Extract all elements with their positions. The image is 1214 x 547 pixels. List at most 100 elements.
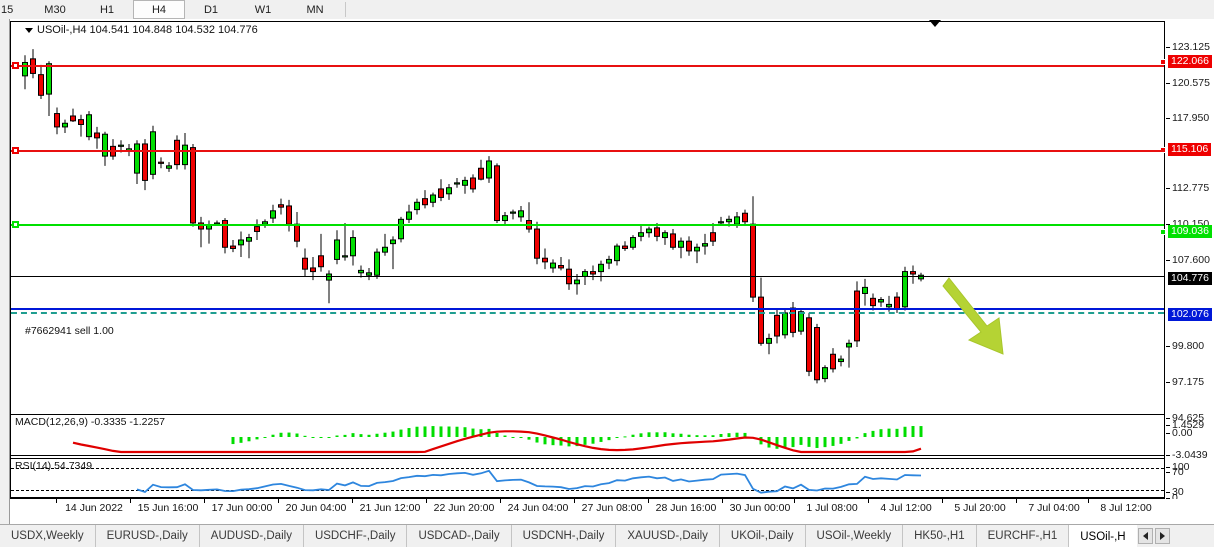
level-line-resistance-2[interactable] xyxy=(11,149,1164,152)
window-tab-eurusd-daily[interactable]: EURUSD-,Daily xyxy=(96,525,200,547)
time-tick-mark xyxy=(648,499,649,503)
macd-histogram-bar xyxy=(735,432,739,437)
macd-histogram-bar xyxy=(695,435,699,437)
window-tab-audusd-daily[interactable]: AUDUSD-,Daily xyxy=(200,525,304,547)
macd-histogram-bar xyxy=(687,434,691,437)
price-scale[interactable]: 123.125 120.575 117.950 112.775 110.150 107.6… xyxy=(1160,21,1214,504)
macd-graph xyxy=(72,426,923,454)
window-tab-usoil-weekly[interactable]: USOil-,Weekly xyxy=(806,525,904,547)
window-tab-usoil-h[interactable]: USOil-,H xyxy=(1069,525,1137,547)
time-scale[interactable]: 14 Jun 2022 15 Jun 16:00 17 Jun 00:00 20 Ju… xyxy=(10,499,1214,517)
chevron-right-icon xyxy=(1159,532,1165,540)
timeframe-button-h1[interactable]: H1 xyxy=(99,3,115,16)
tab-scroll-right-button[interactable] xyxy=(1154,528,1170,544)
window-tab-xauusd-daily[interactable]: XAUUSD-,Daily xyxy=(616,525,720,547)
macd-histogram-bar xyxy=(647,432,651,437)
level-anchor-handle[interactable] xyxy=(12,62,19,70)
window-tab-usdcad-daily[interactable]: USDCAD-,Daily xyxy=(407,525,512,547)
chart-left-rail[interactable] xyxy=(0,19,10,524)
time-tick-label: 24 Jun 04:00 xyxy=(507,502,569,514)
macd-histogram-bar xyxy=(319,437,323,438)
macd-panel[interactable]: MACD(12,26,9) -0.3335 -1.2257 xyxy=(11,414,1164,456)
order-label: #7662941 sell 1.00 xyxy=(25,325,114,337)
macd-histogram-bar xyxy=(279,432,283,437)
macd-histogram-bar xyxy=(727,433,731,437)
macd-histogram-bar xyxy=(919,426,923,437)
time-tick-mark xyxy=(1088,499,1089,503)
level-line-sell-order[interactable] xyxy=(11,308,1164,311)
timeframe-button-15[interactable]: 15 xyxy=(1,3,14,16)
macd-scale-tick: 0.00 xyxy=(1166,427,1192,439)
macd-histogram-bar xyxy=(351,433,355,437)
collapse-triangle-icon[interactable] xyxy=(25,27,33,33)
price-tick: 97.175 xyxy=(1166,376,1204,388)
time-tick-label: 4 Jul 12:00 xyxy=(880,502,932,514)
macd-histogram-bar xyxy=(679,433,683,437)
macd-histogram-bar xyxy=(583,437,587,445)
macd-histogram-bar xyxy=(383,432,387,437)
macd-histogram-bar xyxy=(263,437,267,438)
order-stop-line xyxy=(11,312,1164,315)
macd-signal-line xyxy=(72,430,922,454)
macd-histogram-bar xyxy=(663,432,667,437)
window-tab-ukoil-daily[interactable]: UKOil-,Daily xyxy=(720,525,806,547)
level-handle-icon[interactable] xyxy=(1160,59,1166,65)
timeframe-button-mn[interactable]: MN xyxy=(306,3,324,16)
macd-histogram-bar xyxy=(615,437,619,438)
window-tab-usdchf-daily[interactable]: USDCHF-,Daily xyxy=(304,525,408,547)
macd-histogram-bar xyxy=(471,428,475,437)
symbol-ohlc-header: USOil-,H4 104.541 104.848 104.532 104.77… xyxy=(25,24,258,36)
level-anchor-handle[interactable] xyxy=(12,146,19,154)
time-tick-label: 27 Jun 08:00 xyxy=(581,502,643,514)
price-label-order: 102.076 xyxy=(1168,308,1212,321)
time-tick-label: 17 Jun 00:00 xyxy=(211,502,273,514)
timeframe-button-d1[interactable]: D1 xyxy=(203,3,219,16)
toolbar-separator xyxy=(345,2,346,17)
level-line-resistance-1[interactable] xyxy=(11,65,1164,68)
timeframe-button-h4[interactable]: H4 xyxy=(133,0,185,19)
price-tick: 120.575 xyxy=(1166,77,1210,89)
macd-histogram-bar xyxy=(575,437,579,447)
time-tick-label: 8 Jul 12:00 xyxy=(1100,502,1152,514)
chart-window-tabbar: USDX,Weekly EURUSD-,Daily AUDUSD-,Daily USD… xyxy=(0,524,1214,547)
rsi-lower-band xyxy=(11,490,1164,491)
macd-histogram-bar xyxy=(831,437,835,446)
macd-histogram-bar xyxy=(639,433,643,437)
symbol-ohlc-text: USOil-,H4 104.541 104.848 104.532 104.77… xyxy=(37,24,258,36)
macd-histogram-bar xyxy=(303,435,307,437)
time-tick-label: 5 Jul 20:00 xyxy=(954,502,1006,514)
window-tab-hk50-h1[interactable]: HK50-,H1 xyxy=(903,525,977,547)
time-tick-label: 15 Jun 16:00 xyxy=(137,502,199,514)
macd-histogram-bar xyxy=(591,437,595,444)
level-handle-icon[interactable] xyxy=(1160,229,1166,235)
macd-histogram-bar xyxy=(455,426,459,437)
window-tab-usdcnh-daily[interactable]: USDCNH-,Daily xyxy=(512,525,617,547)
window-tab-usdx-weekly[interactable]: USDX,Weekly xyxy=(0,525,96,547)
macd-histogram-bar xyxy=(887,428,891,437)
time-tick-label: 30 Jun 00:00 xyxy=(729,502,791,514)
time-tick-mark xyxy=(722,499,723,503)
macd-histogram-bar xyxy=(599,437,603,442)
chart-canvas[interactable]: USOil-,H4 104.541 104.848 104.532 104.77… xyxy=(10,21,1165,499)
window-tab-eurchf-h1[interactable]: EURCHF-,H1 xyxy=(977,525,1070,547)
macd-header: MACD(12,26,9) -0.3335 -1.2257 xyxy=(15,416,165,428)
timeframe-toolbar: 15 M30 H1 H4 D1 W1 MN xyxy=(0,0,1214,20)
price-tick: 123.125 xyxy=(1166,41,1210,53)
timeframe-button-w1[interactable]: W1 xyxy=(254,3,272,16)
level-line-support-1[interactable] xyxy=(11,223,1164,226)
macd-histogram-bar xyxy=(247,437,251,442)
rsi-scale-tick: 0 xyxy=(1166,492,1178,504)
price-label-last-price: 104.776 xyxy=(1168,272,1212,285)
price-label-resistance: 122.066 xyxy=(1160,55,1212,68)
tab-scroll-left-button[interactable] xyxy=(1137,528,1153,544)
timeframe-button-m30[interactable]: M30 xyxy=(44,3,66,16)
macd-histogram-bar xyxy=(775,437,779,449)
level-anchor-handle[interactable] xyxy=(12,220,19,228)
macd-histogram-bar xyxy=(559,437,563,446)
macd-histogram-bar xyxy=(535,437,539,443)
level-line-last-price[interactable] xyxy=(11,275,1164,277)
rsi-panel[interactable]: RSI(14) 54.7349 xyxy=(11,458,1164,498)
macd-histogram-bar xyxy=(527,437,531,440)
time-tick-label: 21 Jun 12:00 xyxy=(359,502,421,514)
